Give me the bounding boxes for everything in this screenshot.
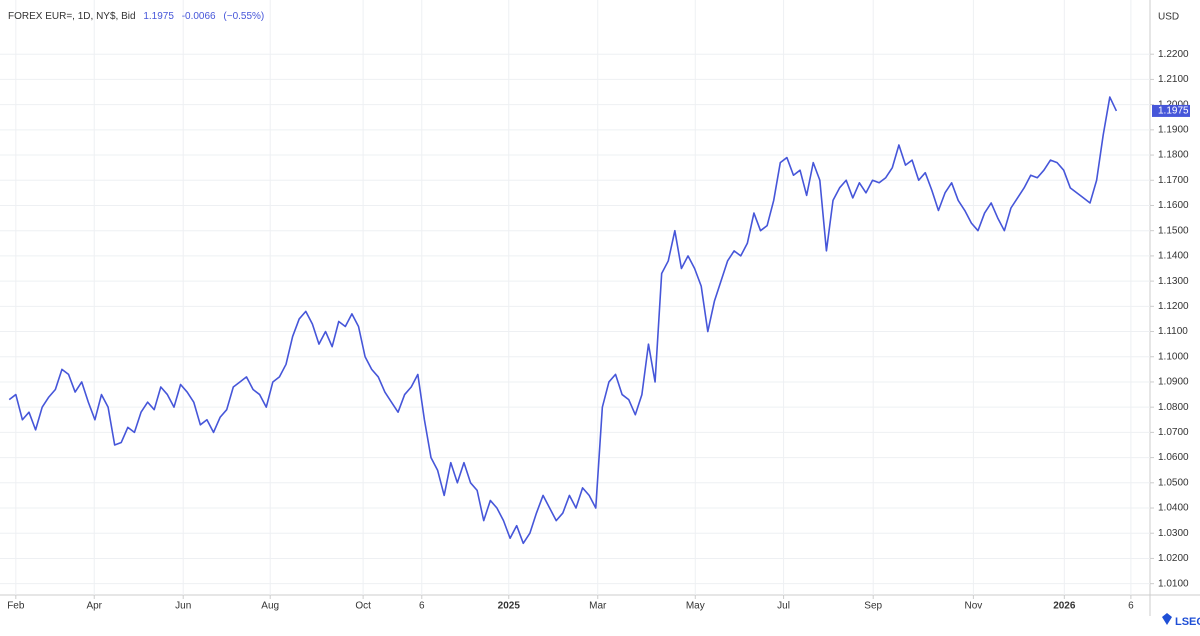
y-tick-label: 1.0200 [1158,553,1189,564]
y-tick-label: 1.0800 [1158,402,1189,413]
x-tick-label: 2026 [1053,601,1076,612]
y-tick-label: 1.1800 [1158,150,1189,161]
y-tick-label: 1.1000 [1158,351,1189,362]
last-price: 1.1975 [143,11,174,22]
brand-icon [1162,613,1172,625]
change: -0.0066 [181,11,216,22]
y-tick-label: 1.1400 [1158,251,1189,262]
price-line [8,96,1118,545]
y-tick-label: 1.0700 [1158,427,1189,438]
x-tick-label: Feb [7,601,25,612]
brand-name: LSEG [1175,616,1200,628]
y-tick-label: 1.1200 [1158,301,1189,312]
y-tick-label: 1.2100 [1158,74,1189,85]
last-price-tag [1152,104,1190,117]
x-tick-label: Nov [964,601,982,612]
x-tick-label: 6 [1128,601,1134,612]
y-tick-label: 1.1500 [1158,225,1189,236]
x-tick-label: May [686,601,705,612]
currency-label: USD [1158,12,1179,23]
x-tick-label: Apr [86,601,102,612]
y-tick-label: 1.2000 [1158,99,1189,110]
y-tick-label: 1.1300 [1158,276,1189,287]
x-tick-label: 2025 [498,601,521,612]
y-tick-label: 1.1700 [1158,175,1189,186]
last-price-tag-label: 1.1975 [1158,106,1189,117]
y-tick-label: 1.0300 [1158,528,1189,539]
y-tick-label: 1.1600 [1158,200,1189,211]
x-tick-label: Sep [864,601,882,612]
brand-logo: LSEG [1162,613,1200,628]
y-tick-label: 1.1900 [1158,124,1189,135]
change-pct: (−0.55%) [223,11,265,22]
x-tick-label: Jul [777,601,790,612]
x-tick-label: Mar [589,601,607,612]
y-tick-label: 1.0900 [1158,377,1189,388]
x-tick-label: Oct [355,601,371,612]
y-tick-label: 1.0600 [1158,452,1189,463]
x-tick-label: Aug [261,601,279,612]
y-tick-label: 1.0500 [1158,477,1189,488]
instrument: FOREX EUR=, 1D, NY$, Bid [8,11,136,22]
y-tick-label: 1.2200 [1158,49,1189,60]
y-tick-label: 1.1100 [1158,326,1188,337]
x-tick-label: Jun [175,601,191,612]
x-tick-label: 6 [419,601,425,612]
grid [0,0,1150,595]
y-tick-label: 1.0100 [1158,578,1189,589]
y-tick-label: 1.0400 [1158,503,1189,514]
header: FOREX EUR=, 1D, NY$, Bid 1.1975 -0.0066 … [8,11,269,22]
